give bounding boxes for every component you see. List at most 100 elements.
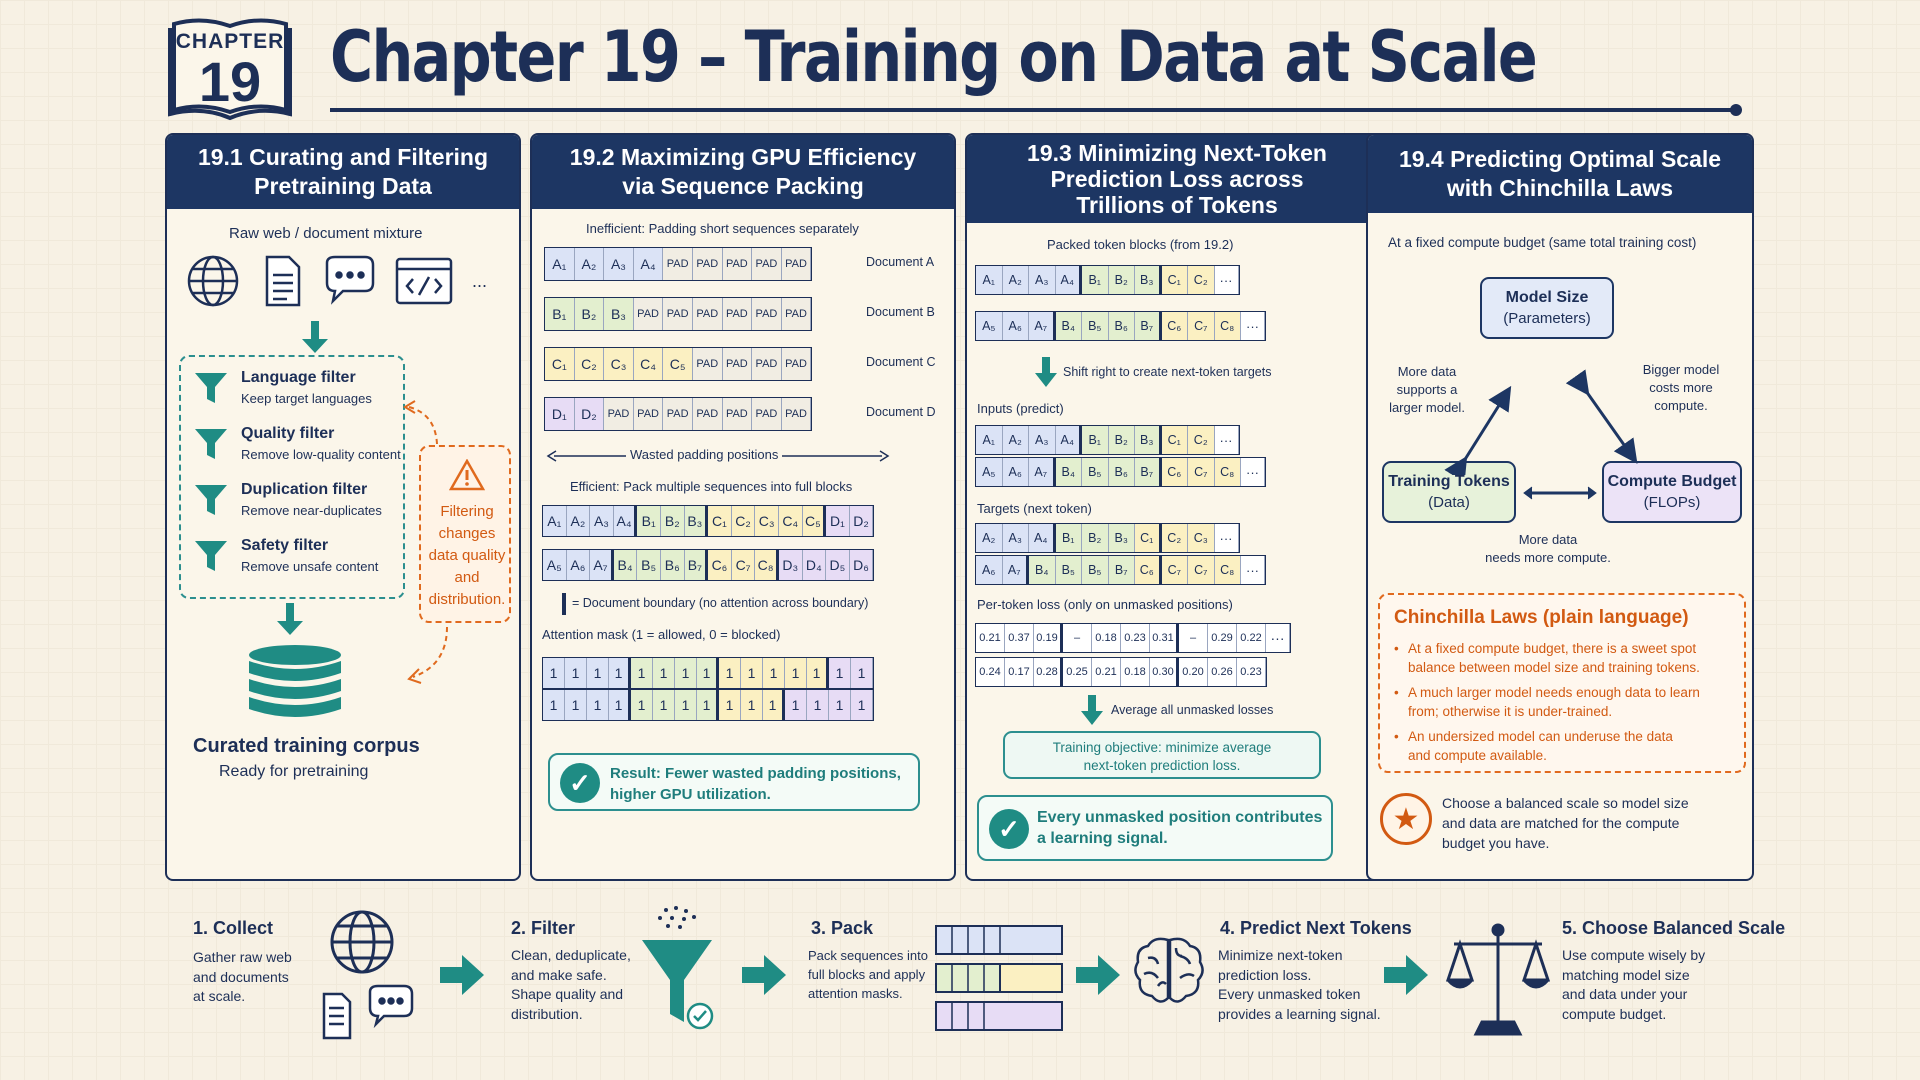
document-label: Document A	[866, 255, 935, 269]
token-cell: B₄	[1055, 312, 1082, 340]
token-cell: C₁	[708, 506, 732, 536]
token-cell: A₂	[574, 248, 605, 280]
panel-curating: 19.1 Curating and Filtering Pretraining …	[165, 133, 521, 881]
pad-cell: PAD	[604, 398, 634, 430]
pad-cell: PAD	[633, 298, 664, 330]
token-cell: C₁	[545, 348, 575, 380]
token-cell: C₅	[663, 348, 693, 380]
chat-icon	[368, 984, 414, 1029]
token-cell: 0.29	[1208, 624, 1237, 652]
token-cell: 1	[653, 658, 675, 688]
token-cell: C₅	[802, 506, 827, 536]
ellipsis-cell: ···	[1215, 266, 1239, 294]
token-row: C₁ C₂ C₃ C₄ C₅ PAD PAD PAD PAD	[544, 347, 813, 381]
token-cell: B₁	[637, 506, 661, 536]
inputs-label: Inputs (predict)	[977, 401, 1064, 416]
panel-heading: 19.4 Predicting Optimal Scale with Chinc…	[1368, 135, 1752, 213]
token-cell: 1	[675, 690, 697, 720]
token-row: A₅ A₆ A₇ B₄ B₅ B₆ B₇ C₆ C₇ C₈ D₃ D₄ D₅ D₆	[542, 549, 875, 581]
pad-cell: PAD	[692, 298, 723, 330]
token-cell: C₃	[604, 348, 634, 380]
token-cell: A₁	[543, 506, 567, 536]
boundary-legend: = Document boundary (no attention across…	[572, 596, 869, 610]
token-cell: C₇	[1188, 312, 1215, 340]
token-cell: 0.21	[976, 624, 1005, 652]
efficient-label: Efficient: Pack multiple sequences into …	[570, 479, 853, 494]
token-cell: B₃	[604, 298, 634, 330]
chat-icon	[325, 255, 375, 305]
token-cell: D₄	[802, 550, 827, 580]
inefficient-label: Inefficient: Padding short sequences sep…	[586, 221, 859, 236]
token-cell: A₄	[1055, 426, 1082, 454]
token-cell: C₇	[1188, 556, 1215, 584]
flow-arrow-icon	[1076, 955, 1120, 995]
token-cell: C₈	[1214, 556, 1241, 584]
token-cell: 1	[741, 690, 763, 720]
pad-cell: PAD	[663, 298, 693, 330]
objective-text: Training objective: minimize average nex…	[1052, 740, 1272, 773]
token-cell: B₄	[1055, 458, 1082, 486]
token-cell: 1	[543, 690, 565, 720]
document-icon	[265, 255, 301, 307]
packed-blocks-icon	[934, 922, 1064, 1037]
star-icon: ★	[1380, 793, 1432, 845]
token-row: D₁ D₂ PAD PAD PAD PAD PAD PAD PAD	[544, 397, 813, 431]
pad-cell: PAD	[722, 298, 753, 330]
token-cell: A₆	[566, 550, 591, 580]
token-cell: A₃	[604, 248, 634, 280]
filtering-note-text: Filtering changes data quality and distr…	[428, 503, 506, 608]
database-icon	[245, 643, 345, 734]
token-row: A₁ A₂ A₃ A₄ B₁ B₂ B₃ C₁ C₂ C₃ C₄ C₅ D₁ D₂	[542, 505, 875, 537]
token-cell: B₅	[1082, 312, 1109, 340]
token-cell: A₆	[1002, 312, 1029, 340]
code-icon	[395, 257, 453, 305]
pad-cell: PAD	[722, 248, 753, 280]
token-cell: 1	[631, 658, 653, 688]
ellipsis-cell: ···	[1241, 556, 1265, 584]
token-cell: C₇	[731, 550, 756, 580]
check-icon: ✓	[560, 763, 600, 803]
arrow-down-icon	[1035, 357, 1057, 392]
title-rule-dot	[1730, 104, 1742, 116]
token-cell: 1	[697, 690, 719, 720]
token-cell: C₆	[1161, 458, 1188, 486]
pad-cell: PAD	[752, 298, 782, 330]
token-cell: C₆	[1135, 556, 1162, 584]
dashed-arrow-down	[403, 625, 453, 690]
collect-icons	[322, 908, 422, 1045]
token-row: A₁ A₂ A₃ A₄ B₁ B₂ B₃ C₁ C₂ ···	[975, 265, 1240, 295]
filter-title: Language filter	[241, 369, 356, 386]
token-cell: 0.19	[1034, 624, 1063, 652]
token-cell: A₅	[976, 458, 1003, 486]
filter-desc: Remove unsafe content	[241, 559, 379, 574]
token-cell: 1	[675, 658, 697, 688]
token-row: 0.21 0.37 0.19–0.18 0.23 0.31–0.29 0.22 ···	[975, 623, 1291, 653]
panel-chinchilla: 19.4 Predicting Optimal Scale with Chinc…	[1366, 133, 1754, 881]
filter-funnel-icon	[638, 904, 718, 1039]
funnel-icon	[195, 483, 227, 517]
token-cell: 1	[565, 658, 587, 688]
node-compute-sub: (FLOPs)	[1643, 494, 1701, 511]
token-cell: C₁	[1135, 524, 1162, 552]
node-model-sub: (Parameters)	[1503, 310, 1591, 327]
token-cell: D₂	[574, 398, 605, 430]
token-cell: A₅	[976, 312, 1003, 340]
step-text: Minimize next-token prediction loss. Eve…	[1218, 947, 1381, 1022]
token-cell: 1	[653, 690, 675, 720]
result-text: Result: Fewer wasted padding positions, …	[610, 765, 901, 803]
ellipsis-cell: ···	[1241, 458, 1265, 486]
token-cell: A₃	[1029, 266, 1056, 294]
token-cell: A₇	[1029, 458, 1056, 486]
wasted-label: Wasted padding positions	[626, 447, 783, 462]
token-cell: 0.23	[1121, 624, 1150, 652]
document-label: Document C	[866, 355, 936, 369]
token-row: 0.24 0.17 0.28 0.25 0.21 0.18 0.30 0.20 0.26 0.23	[975, 657, 1267, 687]
token-cell: B₂	[1108, 266, 1135, 294]
token-cell: 1	[829, 690, 851, 720]
token-cell: 1	[609, 690, 631, 720]
pad-cell: PAD	[752, 248, 782, 280]
token-cell: 1	[697, 658, 719, 688]
token-row: A₆ A₇ B₄ B₅ B₅ B₇ C₆ C₇ C₇ C₈ ···	[975, 555, 1266, 585]
